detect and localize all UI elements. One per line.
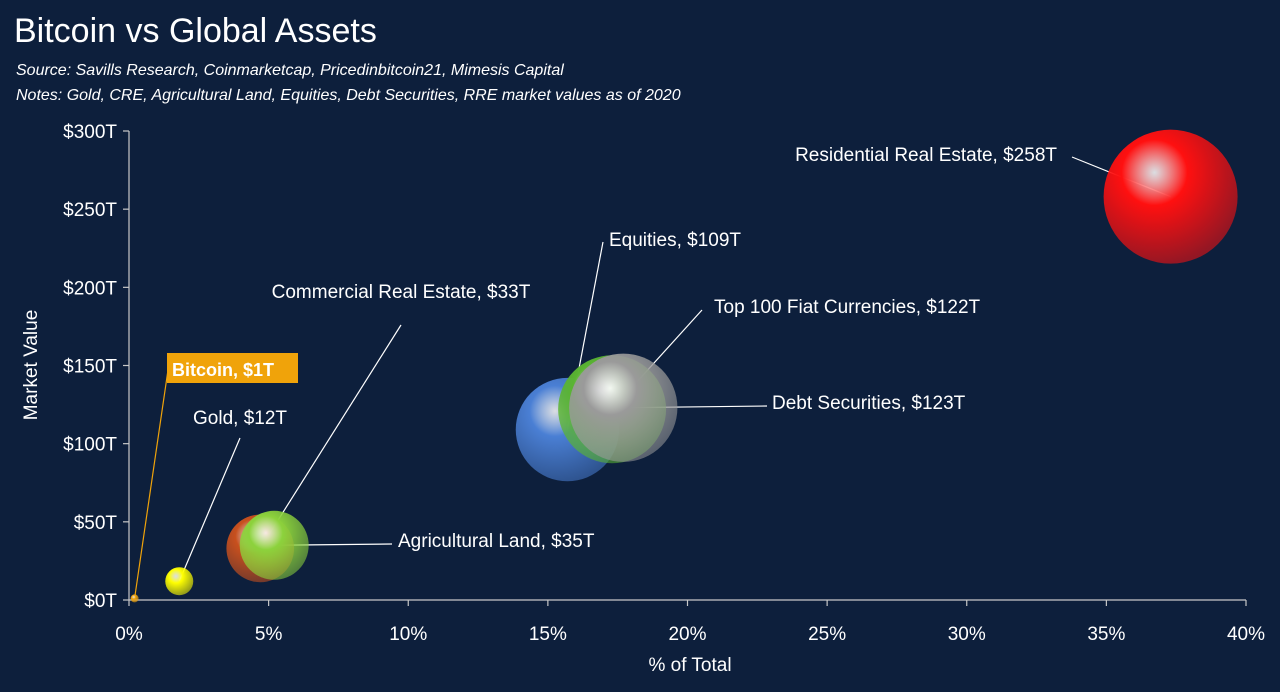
leader-gold [178, 437, 241, 582]
y-tick-label: $250T [63, 200, 117, 221]
x-tick-label: 5% [255, 624, 283, 645]
chart-notes: Notes: Gold, CRE, Agricultural Land, Equ… [16, 87, 681, 104]
y-tick-label: $300T [63, 122, 117, 143]
x-tick-label: 40% [1227, 624, 1265, 645]
label-equities: Equities, $109T [609, 230, 741, 251]
bitcoin-label-box [167, 353, 298, 383]
chart-source-note: Source: Savills Research, Coinmarketcap,… [16, 62, 564, 79]
label-gold: Gold, $12T [193, 408, 287, 429]
x-axis-label: % of Total [648, 655, 731, 676]
x-tick-label: 10% [389, 624, 427, 645]
label-debt-securities: Debt Securities, $123T [772, 393, 966, 414]
y-axis-label: Market Value [21, 310, 42, 421]
bubble-agricultural-land [239, 510, 309, 580]
y-tick-label: $100T [63, 435, 117, 456]
label-bitcoin: Bitcoin, $1T [172, 360, 274, 380]
x-tick-label: 35% [1087, 624, 1125, 645]
y-tick-label: $150T [63, 357, 117, 378]
y-tick-label: $50T [74, 513, 118, 534]
label-top-100-fiat-currencies: Top 100 Fiat Currencies, $122T [714, 297, 981, 318]
x-tick-label: 0% [115, 624, 143, 645]
label-residential-real-estate: Residential Real Estate, $258T [795, 145, 1057, 166]
chart-title: Bitcoin vs Global Assets [14, 12, 377, 50]
label-agricultural-land: Agricultural Land, $35T [398, 531, 595, 552]
label-commercial-real-estate: Commercial Real Estate, $33T [272, 282, 531, 303]
leader-bitcoin [133, 369, 169, 599]
bubble-residential-real-estate [1103, 129, 1238, 264]
bubble-bitcoin [130, 594, 139, 603]
bubbles-group [130, 129, 1238, 603]
leader-commercial-real-estate [259, 324, 402, 549]
x-tick-label: 30% [948, 624, 986, 645]
bubble-gold [165, 567, 194, 596]
y-tick-label: $200T [63, 278, 117, 299]
bubble-debt-securities [569, 353, 678, 462]
bubble-labels: Bitcoin, $1T Gold, $12T Commercial Real Es… [167, 145, 1057, 552]
x-tick-label: 25% [808, 624, 846, 645]
y-tick-label: $0T [84, 591, 117, 612]
x-tick-label: 15% [529, 624, 567, 645]
axes-group: $0T $50T $100T $150T $200T $250T $300T 0% 5% 10% 1… [63, 122, 1265, 645]
x-tick-label: 20% [668, 624, 706, 645]
